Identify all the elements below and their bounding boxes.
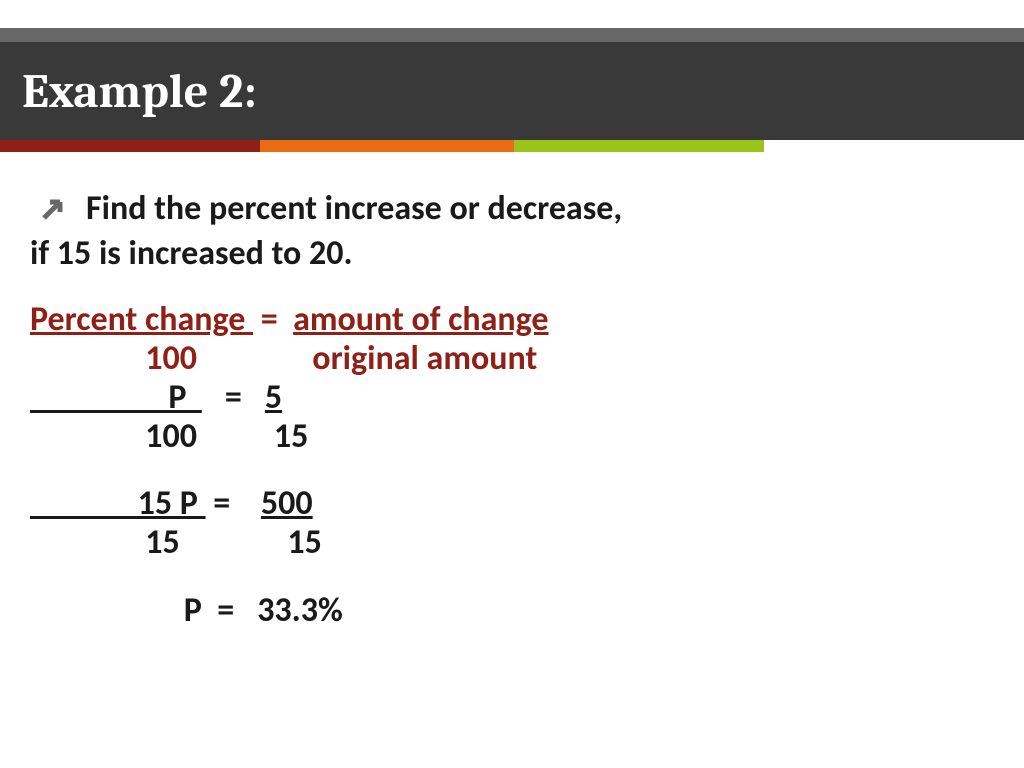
formula-row-5: 15 P = 500 xyxy=(30,484,994,523)
accent-segment-3 xyxy=(514,140,764,152)
slide: Example 2: Find the percent increase or … xyxy=(0,0,1024,768)
formula-row-6: 15 15 xyxy=(30,523,994,562)
formula-gap-1 xyxy=(30,456,994,484)
formula-row-1: Percent change = amount of change xyxy=(30,300,994,339)
bullet-row: Find the percent increase or decrease, xyxy=(38,188,994,229)
question-line-2: if 15 is increased to 20. xyxy=(30,233,994,274)
accent-segment-2 xyxy=(260,140,514,152)
formula-eq-1: = xyxy=(253,299,293,340)
question-line-1: Find the percent increase or decrease, xyxy=(86,188,622,229)
formula-amount-change: amount of change xyxy=(293,299,548,340)
content-area: Find the percent increase or decrease, i… xyxy=(0,152,1024,630)
formula-pc-label: Percent change xyxy=(30,299,253,340)
header-gray-strip xyxy=(0,28,1024,42)
accent-bar xyxy=(0,140,1024,152)
accent-segment-4 xyxy=(764,140,1024,152)
formula-p-numerator: P xyxy=(30,377,202,418)
formula-gap-2 xyxy=(30,563,994,591)
formula-15p: 15 P xyxy=(30,483,206,524)
formula-original: original amount xyxy=(197,338,537,379)
accent-segment-1 xyxy=(0,140,260,152)
formula-500: 500 xyxy=(261,483,313,524)
formula-eq-3: = xyxy=(206,483,261,524)
slide-title: Example 2: xyxy=(22,64,257,119)
formula-100: 100 xyxy=(30,338,197,379)
title-band: Example 2: xyxy=(0,42,1024,140)
formula-block: Percent change = amount of change 100 or… xyxy=(30,300,994,630)
formula-eq-2: = xyxy=(202,377,265,418)
top-gap xyxy=(0,0,1024,28)
formula-row-2: 100 original amount xyxy=(30,339,994,378)
arrow-icon xyxy=(38,194,68,224)
formula-row-4: 100 15 xyxy=(30,417,994,456)
formula-row-3: P = 5 xyxy=(30,378,994,417)
formula-5: 5 xyxy=(265,377,282,418)
formula-row-7: P = 33.3% xyxy=(30,591,994,630)
